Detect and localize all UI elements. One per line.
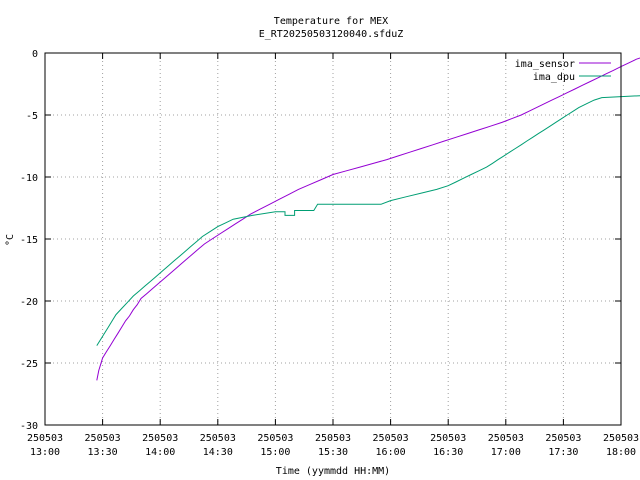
y-tick-label: -30: [20, 421, 38, 432]
x-tick-label-date: 250503: [85, 433, 121, 444]
y-tick-label: -5: [26, 111, 38, 122]
legend-label-ima-sensor: ima_sensor: [515, 59, 575, 70]
x-tick-label-time: 14:30: [203, 447, 233, 458]
y-tick-label: -15: [20, 235, 38, 246]
y-tick-label: 0: [32, 49, 38, 60]
y-axis-label: °C: [5, 234, 16, 246]
x-tick-label-date: 250503: [200, 433, 236, 444]
x-tick-label-date: 250503: [488, 433, 524, 444]
y-tick-label: -25: [20, 359, 38, 370]
y-tick-label: -10: [20, 173, 38, 184]
x-axis-label: Time (yymmdd HH:MM): [276, 466, 390, 477]
x-tick-labels: 250503 13:00 250503 13:30 250503 14:00 250503 1…: [27, 433, 639, 458]
x-tick-label-time: 15:30: [318, 447, 348, 458]
chart-title: Temperature for MEX: [274, 16, 388, 27]
x-tick-label-date: 250503: [373, 433, 409, 444]
x-tick-label-date: 250503: [257, 433, 293, 444]
series-line-ima-dpu: [96, 95, 640, 346]
x-tick-label-time: 16:30: [433, 447, 463, 458]
series-line-ima-sensor: [96, 57, 640, 381]
plot-border: [44, 52, 622, 426]
legend: ima_sensor ima_dpu: [515, 59, 611, 83]
x-tick-label-date: 250503: [603, 433, 639, 444]
legend-label-ima-dpu: ima_dpu: [533, 72, 575, 83]
x-tick-label-time: 16:00: [376, 447, 406, 458]
x-tick-label-date: 250503: [315, 433, 351, 444]
grid-lines: [45, 53, 621, 425]
x-tick-label-time: 13:30: [88, 447, 118, 458]
y-tick-labels: 0 -5 -10 -15 -20 -25 -30: [20, 49, 38, 432]
x-tick-label-time: 14:00: [145, 447, 175, 458]
x-tick-label-time: 18:00: [606, 447, 636, 458]
data-series: [96, 57, 640, 381]
x-tick-label-date: 250503: [430, 433, 466, 444]
x-tick-label-date: 250503: [545, 433, 581, 444]
y-tick-label: -20: [20, 297, 38, 308]
x-tick-label-time: 15:00: [260, 447, 290, 458]
x-tick-label-time: 13:00: [30, 447, 60, 458]
x-tick-label-time: 17:30: [548, 447, 578, 458]
x-tick-label-date: 250503: [142, 433, 178, 444]
x-tick-label-date: 250503: [27, 433, 63, 444]
chart-subtitle: E_RT20250503120040.sfduZ: [259, 29, 404, 40]
x-tick-label-time: 17:00: [491, 447, 521, 458]
